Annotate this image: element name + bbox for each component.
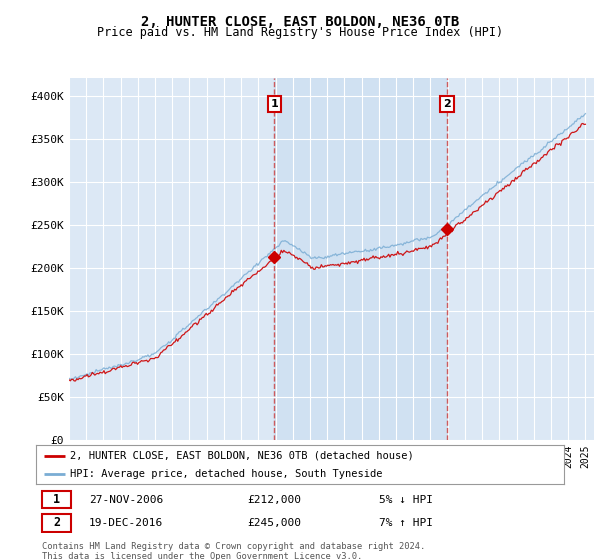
Text: HPI: Average price, detached house, South Tyneside: HPI: Average price, detached house, Sout… <box>70 469 383 479</box>
Text: £212,000: £212,000 <box>247 494 301 505</box>
Text: 2, HUNTER CLOSE, EAST BOLDON, NE36 0TB: 2, HUNTER CLOSE, EAST BOLDON, NE36 0TB <box>141 15 459 29</box>
Text: 5% ↓ HPI: 5% ↓ HPI <box>379 494 433 505</box>
Text: £245,000: £245,000 <box>247 518 301 528</box>
Text: 1: 1 <box>53 493 60 506</box>
Text: 2, HUNTER CLOSE, EAST BOLDON, NE36 0TB (detached house): 2, HUNTER CLOSE, EAST BOLDON, NE36 0TB (… <box>70 451 414 461</box>
FancyBboxPatch shape <box>43 491 71 508</box>
Text: 2: 2 <box>443 99 451 109</box>
Text: 19-DEC-2016: 19-DEC-2016 <box>89 518 163 528</box>
Text: Price paid vs. HM Land Registry's House Price Index (HPI): Price paid vs. HM Land Registry's House … <box>97 26 503 39</box>
Text: 7% ↑ HPI: 7% ↑ HPI <box>379 518 433 528</box>
Text: 27-NOV-2006: 27-NOV-2006 <box>89 494 163 505</box>
Text: 2: 2 <box>53 516 60 529</box>
Text: Contains HM Land Registry data © Crown copyright and database right 2024.
This d: Contains HM Land Registry data © Crown c… <box>42 542 425 560</box>
Bar <box>274 78 447 440</box>
Text: 1: 1 <box>271 99 278 109</box>
FancyBboxPatch shape <box>43 514 71 532</box>
